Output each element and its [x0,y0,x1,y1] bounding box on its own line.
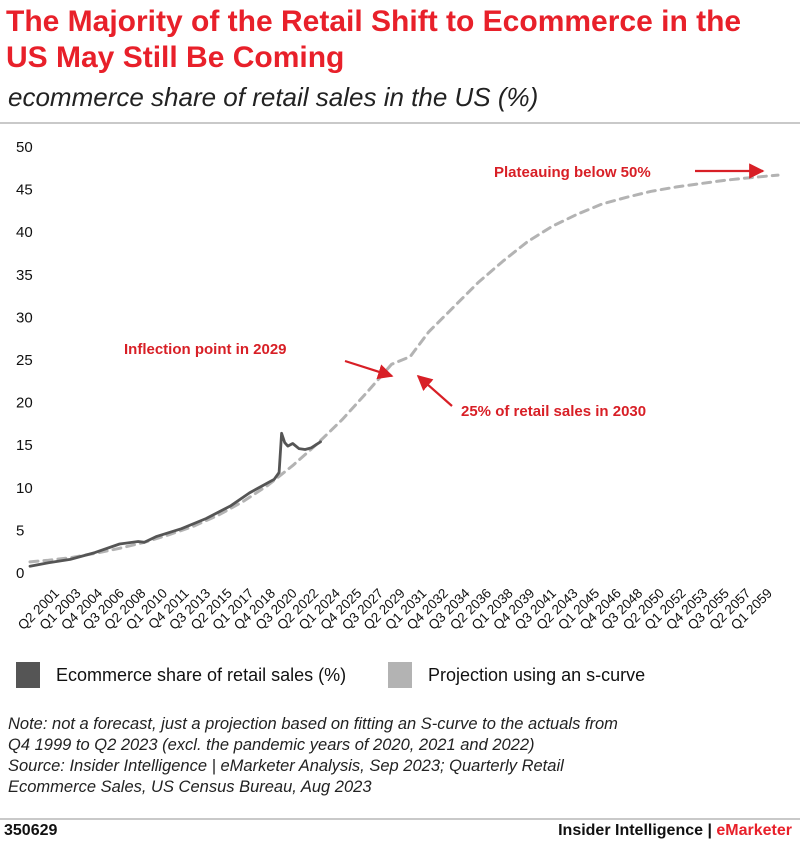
annotation-inflection-arrow [344,359,394,380]
y-tick-label: 15 [16,437,33,454]
annotation-layer: Plateauing below 50% Inflection point in … [124,163,765,420]
legend-item-projection: Projection using an s-curve [388,662,645,688]
chart-title-line1: The Majority of the Retail Shift to Ecom… [6,5,742,38]
y-tick-label: 10 [16,480,33,497]
y-axis: 0 5 10 15 20 25 30 35 40 45 50 [16,139,33,582]
note-line: Q4 1999 to Q2 2023 (excl. the pandemic y… [8,736,535,754]
projection-series-line [28,173,780,564]
source-line: Source: Insider Intelligence | eMarketer… [8,757,564,775]
chart-subtitle: ecommerce share of retail sales in the U… [8,82,539,112]
annotation-25pct: 25% of retail sales in 2030 [461,403,646,420]
y-tick-label: 25 [16,352,33,369]
brand-logo: Insider Intelligence | eMarketer [558,822,792,840]
y-tick-label: 0 [16,565,24,582]
series-layer [28,173,780,568]
y-tick-label: 45 [16,182,33,199]
annotation-25pct-arrow [416,374,453,407]
annotation-inflection: Inflection point in 2029 [124,341,287,358]
legend-swatch-projection [388,662,412,688]
chart-title: The Majority of the Retail Shift to Ecom… [6,4,796,76]
actual-series-line [28,431,322,568]
chart-title-line2: US May Still Be Coming [6,41,345,74]
legend-label-actual: Ecommerce share of retail sales (%) [56,664,347,685]
brand-main: Insider Intelligence | [558,822,717,839]
y-tick-label: 50 [16,139,33,156]
chart-note: Note: not a forecast, just a projection … [8,714,788,798]
annotation-plateau: Plateauing below 50% [494,164,651,181]
legend-label-projection: Projection using an s-curve [428,664,646,685]
y-tick-label: 40 [16,224,33,241]
brand-accent: eMarketer [716,822,792,839]
legend-swatch-actual [16,662,40,688]
y-tick-label: 30 [16,309,33,326]
y-tick-label: 20 [16,395,33,412]
legend-item-actual: Ecommerce share of retail sales (%) [16,662,346,688]
top-divider [0,122,800,124]
legend: Ecommerce share of retail sales (%) Proj… [0,662,800,696]
chart-id: 350629 [4,822,58,839]
y-tick-label: 5 [16,522,24,539]
bottom-divider [0,818,800,820]
y-tick-label: 35 [16,267,33,284]
note-line: Note: not a forecast, just a projection … [8,715,618,733]
source-line: Ecommerce Sales, US Census Bureau, Aug 2… [8,778,372,796]
